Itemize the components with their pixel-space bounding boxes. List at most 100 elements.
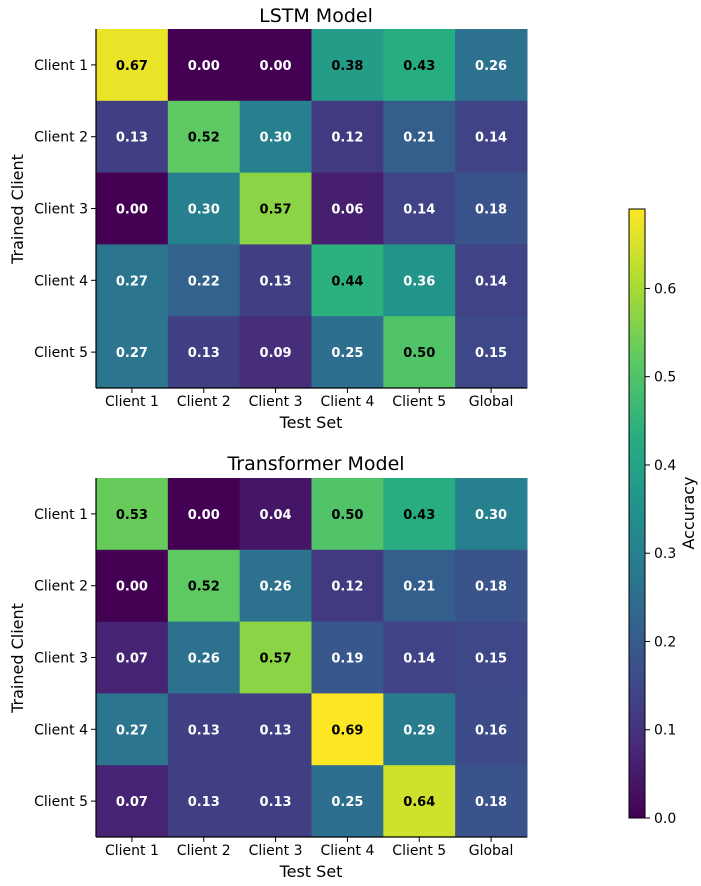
lstm-cell-label-r4-c6: 0.14 bbox=[475, 274, 507, 289]
transformer-cell-r1-c4 bbox=[311, 478, 384, 551]
lstm-cell-label-r1-c1: 0.67 bbox=[116, 59, 148, 74]
colorbar-tick-label: 0.1 bbox=[654, 723, 676, 739]
transformer-cell-r1-c3 bbox=[239, 478, 312, 551]
transformer-cell-r2-c2 bbox=[167, 549, 241, 623]
transformer-cell-r5-c1 bbox=[96, 765, 169, 838]
lstm-cell-r4-c6 bbox=[455, 244, 528, 317]
lstm-cell-label-r3-c6: 0.18 bbox=[475, 203, 507, 218]
colorbar-gradient bbox=[628, 208, 646, 819]
lstm-cell-label-r5-c3: 0.09 bbox=[260, 346, 292, 361]
transformer-cell-r1-c6 bbox=[455, 478, 528, 551]
transformer-cell-label-r1-c2: 0.00 bbox=[188, 508, 220, 523]
transformer-cell-label-r1-c4: 0.50 bbox=[331, 508, 363, 523]
transformer-cell-r2-c3 bbox=[239, 549, 312, 623]
lstm-y-tick-label: Client 1 bbox=[34, 58, 88, 74]
transformer-cell-r5-c6 bbox=[455, 765, 528, 838]
lstm-cell-label-r2-c1: 0.13 bbox=[116, 131, 148, 146]
lstm-cell-r5-c5 bbox=[383, 316, 456, 389]
lstm-cell-r3-c3 bbox=[239, 172, 312, 245]
colorbar-ticks: 0.0 0.1 0.2 0.3 0.4 0.5 0.6 bbox=[645, 281, 676, 827]
transformer-x-tick-label: Client 1 bbox=[105, 843, 159, 859]
lstm-heatmap: LSTM Model 0.67 0.00 0.00 0.38 0.43 0.260.13 0… bbox=[8, 5, 528, 432]
lstm-cells: 0.67 0.00 0.00 0.38 0.43 0.26 0.13 0.52 0.30 0.12… bbox=[96, 29, 528, 389]
colorbar: 0.0 0.1 0.2 0.3 0.4 0.5 0.6 Accuracy bbox=[628, 208, 698, 827]
transformer-y-ticks: Client 1 Client 2 Client 3 Client 4 Client 5 bbox=[34, 507, 96, 810]
lstm-cell-r2-c4 bbox=[311, 100, 384, 174]
lstm-x-tick-label: Client 5 bbox=[392, 394, 446, 410]
transformer-cell-r4-c2 bbox=[167, 693, 241, 766]
lstm-cell-r5-c2 bbox=[167, 316, 241, 389]
transformer-cell-r5-c5 bbox=[383, 765, 456, 838]
transformer-cell-r4-c6 bbox=[455, 693, 528, 766]
transformer-y-tick-label: Client 1 bbox=[34, 507, 88, 523]
lstm-cell-r4-c3 bbox=[239, 244, 312, 317]
transformer-cell-label-r5-c2: 0.13 bbox=[188, 795, 220, 810]
transformer-cell-r5-c4 bbox=[311, 765, 384, 838]
colorbar-label: Accuracy bbox=[679, 476, 698, 549]
lstm-cell-r3-c6 bbox=[455, 172, 528, 245]
lstm-x-ticks: Client 1 Client 2 Client 3 Client 4 Client 5… bbox=[105, 388, 513, 410]
lstm-x-axis-label: Test Set bbox=[279, 413, 343, 432]
transformer-cell-r3-c1 bbox=[96, 621, 169, 694]
lstm-y-ticks: Client 1 Client 2 Client 3 Client 4 Client 5 bbox=[34, 58, 96, 361]
lstm-cell-label-r1-c6: 0.26 bbox=[475, 59, 507, 74]
lstm-cell-label-r5-c2: 0.13 bbox=[188, 346, 220, 361]
transformer-cell-r1-c2 bbox=[167, 478, 241, 551]
lstm-cell-label-r4-c4: 0.44 bbox=[331, 274, 363, 289]
lstm-cell-label-r4-c1: 0.27 bbox=[116, 274, 148, 289]
lstm-cell-r1-c2 bbox=[167, 29, 241, 102]
lstm-cell-label-r3-c2: 0.30 bbox=[188, 203, 220, 218]
transformer-x-tick-label: Client 3 bbox=[249, 843, 303, 859]
transformer-cell-label-r4-c3: 0.13 bbox=[260, 723, 292, 738]
transformer-cell-r5-c2 bbox=[167, 765, 241, 838]
lstm-cell-label-r5-c4: 0.25 bbox=[331, 346, 363, 361]
transformer-cell-r4-c1 bbox=[96, 693, 169, 766]
lstm-y-tick-label: Client 5 bbox=[34, 345, 88, 361]
transformer-y-tick-label: Client 3 bbox=[34, 651, 88, 667]
transformer-cell-label-r5-c1: 0.07 bbox=[116, 795, 148, 810]
transformer-cell-label-r3-c4: 0.19 bbox=[331, 652, 363, 667]
lstm-cell-r1-c1 bbox=[96, 29, 169, 102]
colorbar-tick-label: 0.2 bbox=[654, 634, 676, 650]
transformer-cell-label-r1-c6: 0.30 bbox=[475, 508, 507, 523]
lstm-cell-r3-c1 bbox=[96, 172, 169, 245]
lstm-cell-label-r1-c2: 0.00 bbox=[188, 59, 220, 74]
transformer-cells: 0.53 0.00 0.04 0.50 0.43 0.30 0.00 0.52 0.26 0.12… bbox=[96, 478, 528, 838]
lstm-cell-r1-c4 bbox=[311, 29, 384, 102]
transformer-cell-r3-c5 bbox=[383, 621, 456, 694]
transformer-x-tick-label: Client 2 bbox=[177, 843, 231, 859]
lstm-cell-label-r5-c5: 0.50 bbox=[403, 346, 435, 361]
colorbar-tick-label: 0.4 bbox=[654, 458, 676, 474]
transformer-cell-label-r4-c1: 0.27 bbox=[116, 723, 148, 738]
transformer-cell-r3-c3 bbox=[239, 621, 312, 694]
transformer-cell-r2-c1 bbox=[96, 549, 169, 623]
lstm-cell-label-r4-c2: 0.22 bbox=[188, 274, 220, 289]
transformer-cell-label-r3-c5: 0.14 bbox=[403, 652, 435, 667]
lstm-cell-r4-c2 bbox=[167, 244, 241, 317]
transformer-cell-label-r1-c3: 0.04 bbox=[260, 508, 292, 523]
lstm-y-tick-label: Client 2 bbox=[34, 130, 88, 146]
transformer-cell-label-r5-c5: 0.64 bbox=[403, 795, 435, 810]
lstm-cell-r3-c5 bbox=[383, 172, 456, 245]
lstm-y-tick-label: Client 4 bbox=[34, 273, 88, 289]
transformer-cell-label-r5-c4: 0.25 bbox=[331, 795, 363, 810]
transformer-cell-label-r5-c3: 0.13 bbox=[260, 795, 292, 810]
lstm-cell-label-r2-c4: 0.12 bbox=[331, 131, 363, 146]
lstm-cell-label-r3-c3: 0.57 bbox=[260, 203, 292, 218]
lstm-cell-label-r4-c3: 0.13 bbox=[260, 274, 292, 289]
transformer-cell-label-r2-c5: 0.21 bbox=[403, 580, 435, 595]
lstm-cell-label-r4-c5: 0.36 bbox=[403, 274, 435, 289]
transformer-cell-r3-c4 bbox=[311, 621, 384, 694]
transformer-cell-r4-c3 bbox=[239, 693, 312, 766]
transformer-y-tick-label: Client 2 bbox=[34, 579, 88, 595]
transformer-x-axis-label: Test Set bbox=[279, 862, 343, 881]
lstm-cell-r2-c6 bbox=[455, 100, 528, 174]
lstm-cell-r1-c3 bbox=[239, 29, 312, 102]
transformer-cell-r3-c2 bbox=[167, 621, 241, 694]
transformer-cell-r5-c3 bbox=[239, 765, 312, 838]
lstm-cell-label-r1-c3: 0.00 bbox=[260, 59, 292, 74]
lstm-y-tick-label: Client 3 bbox=[34, 202, 88, 218]
lstm-x-tick-label: Client 4 bbox=[320, 394, 374, 410]
lstm-y-axis-label: Trained Client bbox=[8, 154, 27, 265]
transformer-x-tick-label: Client 5 bbox=[392, 843, 446, 859]
